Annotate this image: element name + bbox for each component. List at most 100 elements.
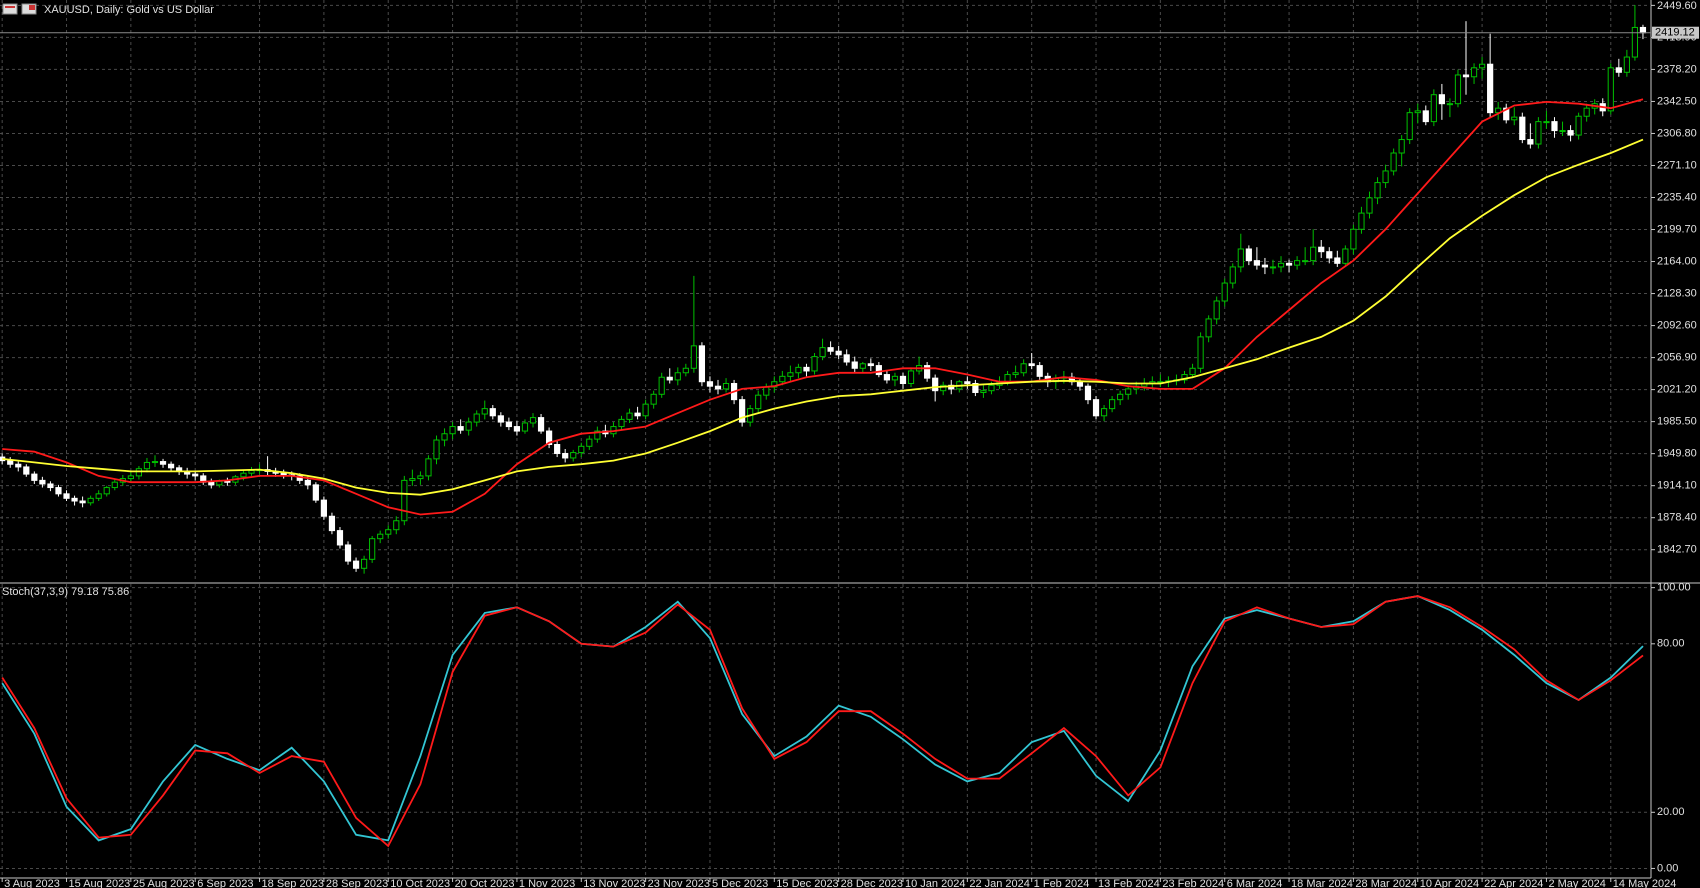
y-tick-label: 2056.90 [1657,352,1697,364]
x-tick-label: 28 Dec 2023 [841,878,903,888]
candle-body [1639,26,1647,34]
candle-body [1205,318,1212,338]
candle-body [682,367,689,374]
candle-body [1318,246,1325,253]
candle-body [481,408,488,415]
candle-body [47,483,54,489]
candle-body [1527,139,1534,145]
candle-body [465,421,472,431]
x-tick-label: 6 Mar 2024 [1227,878,1283,888]
y-tick-label: 2271.10 [1657,159,1697,171]
candle-body [537,417,545,432]
candle-body [449,426,456,435]
candle-body [891,375,899,381]
y-tick-label: 100.00 [1657,582,1691,594]
x-tick-label: 22 Jan 2024 [969,878,1030,888]
candle-body [1181,374,1188,381]
candle-body [1294,260,1301,266]
candle-body [529,417,537,424]
candle-body [385,529,392,535]
x-tick-label: 20 Oct 2023 [455,878,515,888]
candle-body [7,460,14,465]
y-tick-label: 2342.50 [1657,95,1697,107]
icon [2,3,18,15]
candle-body [1438,94,1445,105]
y-tick-label: 2306.80 [1657,127,1697,139]
candle-body [208,481,215,486]
candle-body [513,426,521,432]
candle-body [1623,56,1630,73]
x-tick-label: 22 Apr 2024 [1484,878,1543,888]
candle-body [907,370,915,385]
x-tick-label: 10 Apr 2024 [1420,878,1479,888]
candle-body [369,538,376,560]
candle-body [1519,116,1526,141]
candle-body [875,365,882,376]
candle-body [835,350,842,356]
candle-body [1503,107,1510,121]
candle-body [336,530,344,546]
candle-body [1342,248,1349,264]
candle-body [972,383,979,393]
x-tick-label: 5 Dec 2023 [712,878,768,888]
candle-body [1350,228,1357,250]
y-tick-label: 2092.60 [1657,319,1697,331]
candle-body [666,376,673,381]
candle-body [1511,116,1518,121]
candle-body [521,422,529,432]
current-price-label: 2419.12 [1655,27,1695,39]
y-tick-label: 1985.50 [1657,416,1697,428]
candle-body [352,560,360,569]
candle-body [1221,282,1228,302]
moving-average [2,138,1644,496]
moving-average [2,98,1644,516]
candle-body [940,384,947,392]
candle-body [320,499,327,517]
candle-body [988,384,995,392]
candle-body [1631,26,1639,58]
candle-body [1470,67,1478,78]
y-tick-label: 2449.60 [1657,0,1697,12]
candle-body [1229,266,1236,284]
candle-body [473,413,480,423]
x-tick-label: 28 Sep 2023 [326,878,388,888]
candle-body [924,365,931,379]
candle-body [1028,363,1035,367]
candle-body [883,374,891,381]
candle-body [1430,94,1437,123]
candle-body [1398,139,1405,154]
y-tick-label: 1949.80 [1657,448,1697,460]
candle-body [714,385,722,390]
x-tick-label: 13 Feb 2024 [1098,878,1160,888]
x-tick-label: 18 Mar 2024 [1291,878,1353,888]
y-tick-label: 20.00 [1657,806,1685,818]
candle-body [224,480,231,483]
candle-body [755,394,762,410]
candle-body [1125,388,1132,395]
candle-body [433,439,440,460]
candle-body [143,461,151,470]
candle-body [312,484,319,501]
candle-body [1269,266,1277,269]
candle-body [401,479,408,522]
candle-body [867,363,874,367]
candle-body [964,381,971,385]
icon [5,6,15,8]
icon [29,5,35,10]
candle-body [1446,103,1454,106]
y-tick-label: 1878.40 [1657,512,1697,524]
candle-body [626,412,633,420]
y-tick-label: 2378.20 [1657,63,1697,75]
candle-body [1422,110,1429,123]
candle-body [690,345,697,369]
candle-body [586,438,593,447]
x-tick-label: 3 Aug 2023 [4,878,60,888]
candle-body [980,390,987,393]
y-tick-label: 2021.20 [1657,384,1697,396]
candle-body [795,366,802,374]
candle-body [1084,385,1092,401]
candle-body [843,354,850,363]
candle-body [698,345,706,383]
x-tick-label: 10 Jan 2024 [905,878,966,888]
